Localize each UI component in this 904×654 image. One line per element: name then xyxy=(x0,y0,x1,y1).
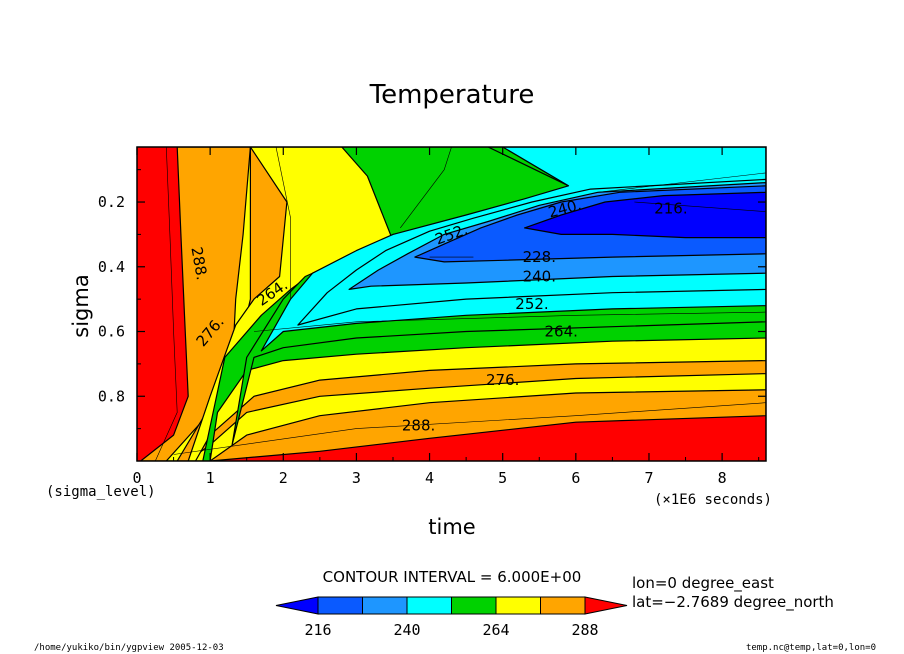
colorbar-segment xyxy=(362,596,408,615)
y-axis: 0.2 0.4 0.6 0.8 xyxy=(98,169,766,430)
y-axis-label: sigma xyxy=(69,274,93,337)
contour-line-3 xyxy=(400,147,452,229)
x-tick-label: 0 xyxy=(132,469,141,487)
x-axis-units: (×1E6 seconds) xyxy=(654,492,772,508)
colorbar-segment xyxy=(540,596,586,615)
y-tick-label: 0.8 xyxy=(98,387,125,405)
contour-band-222 xyxy=(524,191,766,239)
lon-info: lon=0 degree_east xyxy=(632,574,774,593)
colorbar-segment xyxy=(451,596,497,615)
x-tick-label: 6 xyxy=(571,469,580,487)
colorbar-tick-label: 288 xyxy=(571,621,598,639)
x-tick-label: 1 xyxy=(206,469,215,487)
contour-line-4 xyxy=(597,172,766,193)
contour-label: 264. xyxy=(544,323,577,341)
colorbar-segment xyxy=(495,596,541,615)
x-tick-label: 2 xyxy=(279,469,288,487)
y-tick-label: 0.6 xyxy=(98,323,125,341)
colorbar-high-arrow xyxy=(584,596,628,615)
y-axis-units: (sigma_level) xyxy=(46,484,156,500)
x-tick-label: 8 xyxy=(718,469,727,487)
x-axis-label: time xyxy=(428,515,475,539)
contour-line-7 xyxy=(634,201,766,212)
contour-line-2 xyxy=(275,147,291,300)
colorbar-segment xyxy=(317,596,363,615)
colorbar-tick-label: 216 xyxy=(304,621,331,639)
colorbar: 216 240 264 288 xyxy=(275,596,628,639)
colorbar-segment xyxy=(406,596,452,615)
y-tick-label: 0.2 xyxy=(98,193,125,211)
contour-line-0 xyxy=(155,147,178,461)
contour-line-5 xyxy=(253,311,766,332)
lat-info: lat=−2.7689 degree_north xyxy=(632,593,834,612)
x-axis: 0 1 2 3 4 5 6 7 8 xyxy=(132,147,760,487)
contour-label: 216. xyxy=(654,200,687,218)
contour-label: 240. xyxy=(523,268,556,286)
contour-label: 276. xyxy=(486,371,519,389)
colorbar-tick-label: 240 xyxy=(393,621,420,639)
contour-interval-text: CONTOUR INTERVAL = 6.000E+00 xyxy=(323,568,582,586)
x-tick-label: 3 xyxy=(352,469,361,487)
footer-right: temp.nc@temp,lat=0,lon=0 xyxy=(746,643,876,653)
colorbar-low-arrow xyxy=(275,596,319,615)
contour-line-1 xyxy=(173,402,766,455)
colorbar-tick-label: 264 xyxy=(482,621,509,639)
chart-title: Temperature xyxy=(369,80,535,110)
contour-label: 288. xyxy=(187,245,211,281)
contour-label: 288. xyxy=(402,416,435,434)
footer-left: /home/yukiko/bin/ygpview 2005-12-03 xyxy=(34,643,224,653)
x-tick-label: 5 xyxy=(498,469,507,487)
contour-label: 252. xyxy=(515,295,548,313)
x-tick-label: 4 xyxy=(425,469,434,487)
x-tick-label: 7 xyxy=(644,469,653,487)
contour-label: 228. xyxy=(523,248,556,266)
plot-area xyxy=(137,147,766,461)
plot-frame xyxy=(136,146,767,462)
y-tick-label: 0.4 xyxy=(98,258,125,276)
